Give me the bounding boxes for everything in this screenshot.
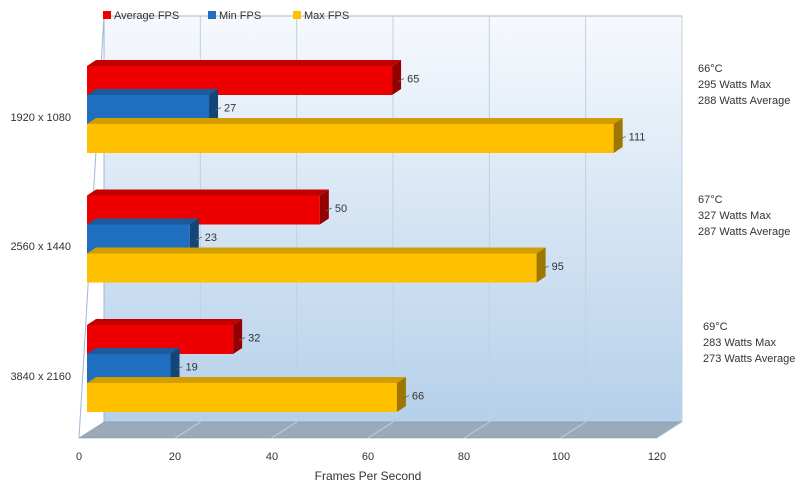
value-leader-min-fps-2560-x-1440 — [195, 236, 202, 241]
x-tick-label-20: 20 — [169, 451, 181, 463]
value-leader-max-fps-3840-x-2160 — [402, 395, 410, 399]
bar-min-fps-3840-x-2160-top — [87, 348, 180, 354]
bar-min-fps-1920-x-1080-top — [87, 89, 219, 95]
gridline-120 — [656, 421, 683, 439]
bar-max-fps-1920-x-1080 — [87, 118, 623, 153]
annotations: 66°C 295 Watts Max 288 Watts Average 67°… — [698, 63, 795, 365]
annotation-1080-avg-watts: 288 Watts Average — [698, 95, 790, 107]
bar-average-fps-1920-x-1080-side — [392, 60, 402, 95]
bar-max-fps-3840-x-2160 — [87, 377, 406, 412]
x-tick-label-80: 80 — [458, 451, 470, 463]
bar-min-fps-2560-x-1440-side — [189, 218, 199, 254]
category-label-3840x2160: 3840 x 2160 — [10, 371, 71, 383]
bar-max-fps-1920-x-1080-top — [87, 118, 623, 124]
value-label-average-fps-3840-x-2160: 32 — [248, 333, 260, 345]
bar-average-fps-2560-x-1440 — [87, 189, 329, 225]
x-tick-label-0: 0 — [76, 451, 82, 463]
bar-average-fps-2560-x-1440-side — [319, 189, 329, 225]
annotation-1440-temp: 67°C — [698, 194, 723, 206]
value-label-max-fps-3840-x-2160: 66 — [412, 391, 424, 403]
x-axis-ticks: 0 20 40 60 80 100 120 — [76, 451, 666, 463]
x-tick-label-100: 100 — [552, 451, 570, 463]
value-leader-average-fps-1920-x-1080 — [397, 78, 405, 82]
bar-max-fps-2560-x-1440-side — [536, 247, 546, 283]
value-labels: 65 27 111 50 23 95 32 19 66 — [176, 74, 646, 403]
gridline-20 — [175, 421, 201, 439]
bar-max-fps-3840-x-2160-top — [87, 377, 406, 383]
annotation-2160-temp: 69°C — [703, 321, 728, 333]
value-label-average-fps-2560-x-1440: 50 — [335, 203, 347, 215]
gridline-80 — [464, 421, 490, 439]
x-tick-label-60: 60 — [362, 451, 374, 463]
value-label-min-fps-2560-x-1440: 23 — [205, 232, 217, 244]
value-label-average-fps-1920-x-1080: 65 — [407, 74, 419, 86]
bar-average-fps-2560-x-1440-top — [87, 189, 329, 196]
value-label-min-fps-1920-x-1080: 27 — [224, 103, 236, 115]
gridline-100 — [560, 421, 586, 439]
x-axis-title: Frames Per Second — [315, 469, 422, 483]
annotation-1080-max-watts: 295 Watts Max — [698, 79, 771, 91]
value-label-max-fps-2560-x-1440: 95 — [552, 261, 564, 273]
value-leader-max-fps-1920-x-1080 — [619, 136, 626, 140]
bar-max-fps-2560-x-1440-front — [87, 253, 537, 283]
annotation-1440-avg-watts: 287 Watts Average — [698, 226, 790, 238]
legend-swatch-min-fps — [208, 11, 216, 19]
bar-average-fps-1920-x-1080 — [87, 60, 402, 95]
value-leader-min-fps-1920-x-1080 — [214, 107, 222, 111]
category-label-2560x1440: 2560 x 1440 — [10, 241, 71, 253]
value-leader-min-fps-3840-x-2160 — [176, 366, 183, 370]
gridline-40 — [271, 421, 297, 439]
legend-label-average-fps: Average FPS — [114, 10, 179, 22]
value-label-max-fps-1920-x-1080: 111 — [629, 132, 646, 144]
category-labels: 1920 x 1080 2560 x 1440 3840 x 2160 — [10, 112, 71, 383]
bar-average-fps-3840-x-2160-top — [87, 319, 243, 325]
bar-average-fps-1920-x-1080-top — [87, 60, 402, 66]
annotation-2160-avg-watts: 273 Watts Average — [703, 353, 795, 365]
category-label-1920x1080: 1920 x 1080 — [10, 112, 71, 124]
bar-max-fps-1920-x-1080-side — [613, 118, 623, 153]
x-tick-label-40: 40 — [266, 451, 278, 463]
value-label-min-fps-3840-x-2160: 19 — [186, 362, 198, 374]
bar-min-fps-1920-x-1080-side — [209, 89, 219, 124]
bars — [87, 60, 623, 412]
bar-max-fps-3840-x-2160-front — [87, 383, 397, 412]
bar-max-fps-3840-x-2160-side — [396, 377, 406, 412]
value-leader-max-fps-2560-x-1440 — [542, 265, 549, 270]
value-leader-average-fps-3840-x-2160 — [238, 337, 246, 341]
bar-min-fps-2560-x-1440-top — [87, 218, 199, 225]
legend-swatch-max-fps — [293, 11, 301, 19]
legend-label-min-fps: Min FPS — [219, 10, 261, 22]
annotation-2160-max-watts: 283 Watts Max — [703, 337, 776, 349]
annotation-1080-temp: 66°C — [698, 63, 723, 75]
legend-swatch-average-fps — [103, 11, 111, 19]
legend-label-max-fps: Max FPS — [304, 10, 349, 22]
bar-average-fps-3840-x-2160-side — [233, 319, 243, 354]
bar-max-fps-2560-x-1440-top — [87, 247, 546, 254]
gridline-60 — [367, 421, 394, 439]
x-tick-label-120: 120 — [648, 451, 666, 463]
annotation-1440-max-watts: 327 Watts Max — [698, 210, 771, 222]
legend: Average FPS Min FPS Max FPS — [103, 10, 349, 22]
value-leader-average-fps-2560-x-1440 — [325, 207, 333, 212]
bar-max-fps-2560-x-1440 — [87, 247, 546, 283]
bar-max-fps-1920-x-1080-front — [87, 124, 614, 153]
bar-min-fps-3840-x-2160-side — [170, 348, 180, 383]
